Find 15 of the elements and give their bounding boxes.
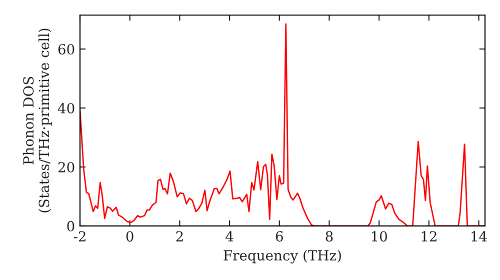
y-tick-label: 60 <box>58 44 74 55</box>
x-tick-label: 0 <box>126 231 134 242</box>
x-tick-label: 12 <box>422 231 436 242</box>
x-tick-label: 8 <box>326 231 333 242</box>
x-tick-label: 14 <box>472 231 487 242</box>
x-tick-label: -2 <box>74 231 86 242</box>
y-tick-label: 20 <box>58 162 74 172</box>
y-axis-title: Phonon DOS (States/THz·primitive cell) <box>22 28 52 212</box>
x-axis-title: Frequency (THz) <box>224 250 341 264</box>
x-tick-label: 2 <box>176 231 183 242</box>
y-tick-label: 0 <box>67 220 74 232</box>
x-tick-label: 10 <box>372 231 387 242</box>
x-tick-label: 6 <box>276 231 283 242</box>
x-tick-label: 4 <box>226 231 234 242</box>
y-tick-label: 40 <box>58 102 74 114</box>
